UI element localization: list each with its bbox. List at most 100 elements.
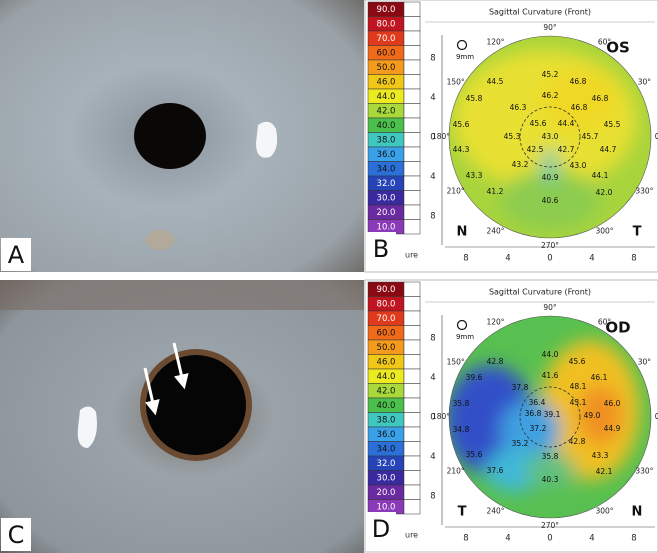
- map-outline: [448, 35, 652, 239]
- scale-box: [403, 88, 421, 104]
- scale-box: [403, 146, 421, 162]
- angle-label: 30°: [638, 358, 652, 367]
- angle-label: 90°: [543, 23, 557, 32]
- angle-label: 120°: [486, 318, 504, 327]
- curvature-reading: 44.0: [542, 350, 559, 359]
- side-label-left: T: [458, 505, 467, 520]
- angle-label: 300°: [595, 506, 613, 515]
- map-panel: [364, 279, 658, 553]
- curvature-reading: 45.6: [569, 357, 586, 366]
- curvature-reading: 39.1: [544, 410, 561, 419]
- curvature-reading: 48.1: [570, 382, 587, 391]
- scale-value: 90.0: [377, 5, 396, 15]
- curvature-reading: 43.2: [512, 160, 529, 169]
- angle-label: 210°: [447, 467, 465, 476]
- angle-label: 240°: [486, 226, 504, 235]
- curvature-reading: 45.5: [604, 120, 621, 129]
- scale-value: 38.0: [377, 415, 396, 425]
- scale-box: [403, 59, 421, 75]
- scale-value: 36.0: [377, 430, 396, 440]
- scale-box: [403, 455, 421, 471]
- scale-box: [403, 1, 421, 17]
- x-tick-label: 0: [547, 254, 552, 264]
- angle-label: 60°: [598, 318, 612, 327]
- curvature-reading: 36.4: [529, 398, 546, 407]
- x-tick-label: 8: [631, 534, 636, 544]
- y-tick-label: 8: [430, 334, 435, 344]
- angle-label: 180°: [432, 132, 450, 141]
- curvature-reading: 42.0: [596, 188, 613, 197]
- scale-value: 80.0: [377, 299, 396, 309]
- map-d-surface: [449, 316, 651, 518]
- x-tick-label: 4: [589, 254, 594, 264]
- zoom-icon: [456, 39, 468, 51]
- x-tick-label: 4: [505, 254, 510, 264]
- scale-box: [403, 161, 421, 177]
- curvature-reading: 46.3: [510, 103, 527, 112]
- scale-box: [403, 354, 421, 370]
- y-tick-label: 4: [430, 452, 435, 462]
- curvature-reading: 43.0: [542, 132, 559, 141]
- side-label-right: N: [632, 505, 643, 520]
- curvature-reading: 46.8: [570, 77, 587, 86]
- panel-label: C: [8, 521, 25, 549]
- curvature-reading: 45.3: [504, 132, 521, 141]
- scale-value: 10.0: [377, 502, 396, 512]
- x-tick-label: 4: [505, 534, 510, 544]
- scale-box: [403, 45, 421, 61]
- y-tick-label: 8: [430, 212, 435, 222]
- panel-label-box: [1, 238, 31, 271]
- scale-box: [403, 219, 421, 235]
- scale-box: [403, 397, 421, 413]
- scale-value: 10.0: [377, 222, 396, 232]
- curvature-reading: 44.9: [604, 424, 621, 433]
- scale-value: 60.0: [377, 48, 396, 58]
- side-label-left: N: [457, 225, 468, 240]
- curvature-reading: 45.8: [466, 94, 483, 103]
- curvature-reading: 34.8: [453, 425, 470, 434]
- curvature-reading: 42.7: [558, 145, 575, 154]
- scale-value: 42.0: [377, 386, 396, 396]
- curvature-reading: 37.6: [487, 466, 504, 475]
- angle-label: 120°: [486, 38, 504, 47]
- scale-box: [403, 16, 421, 32]
- scale-caption: ure: [405, 251, 418, 260]
- curvature-reading: 44.7: [600, 145, 617, 154]
- curvature-reading: 44.5: [487, 77, 504, 86]
- curvature-reading: 35.2: [512, 439, 529, 448]
- panel-label-box: [366, 232, 396, 265]
- y-tick-label: 0: [430, 413, 435, 423]
- curvature-reading: 45.2: [542, 70, 559, 79]
- angle-label: 210°: [447, 187, 465, 196]
- scale-value: 30.0: [377, 473, 396, 483]
- x-tick-label: 8: [463, 254, 468, 264]
- side-label-right: T: [633, 225, 642, 240]
- curvature-reading: 41.6: [542, 371, 559, 380]
- scale-value: 80.0: [377, 19, 396, 29]
- scale-box: [403, 368, 421, 384]
- photo-a: [0, 0, 364, 272]
- scale-value: 40.0: [377, 121, 396, 131]
- scale-box: [403, 383, 421, 399]
- scale-value: 40.0: [377, 401, 396, 411]
- scale-value: 42.0: [377, 106, 396, 116]
- panel-label: D: [372, 515, 390, 543]
- zone-label: 9mm: [456, 333, 474, 341]
- eye-label: OD: [605, 319, 630, 337]
- scale-box: [403, 175, 421, 191]
- scale-box: [403, 281, 421, 297]
- scale-box: [403, 310, 421, 326]
- scale-value: 46.0: [377, 77, 396, 87]
- scale-box: [403, 441, 421, 457]
- y-tick-label: 8: [430, 54, 435, 64]
- x-tick-label: 8: [631, 254, 636, 264]
- scale-value: 50.0: [377, 343, 396, 353]
- eye-label: OS: [606, 39, 630, 57]
- map-title: Sagittal Curvature (Front): [489, 8, 591, 17]
- curvature-reading: 39.6: [466, 373, 483, 382]
- curvature-reading: 46.8: [592, 94, 609, 103]
- angle-label: 240°: [486, 506, 504, 515]
- angle-label: 150°: [447, 78, 465, 87]
- curvature-reading: 43.0: [570, 161, 587, 170]
- curvature-reading: 44.3: [453, 145, 470, 154]
